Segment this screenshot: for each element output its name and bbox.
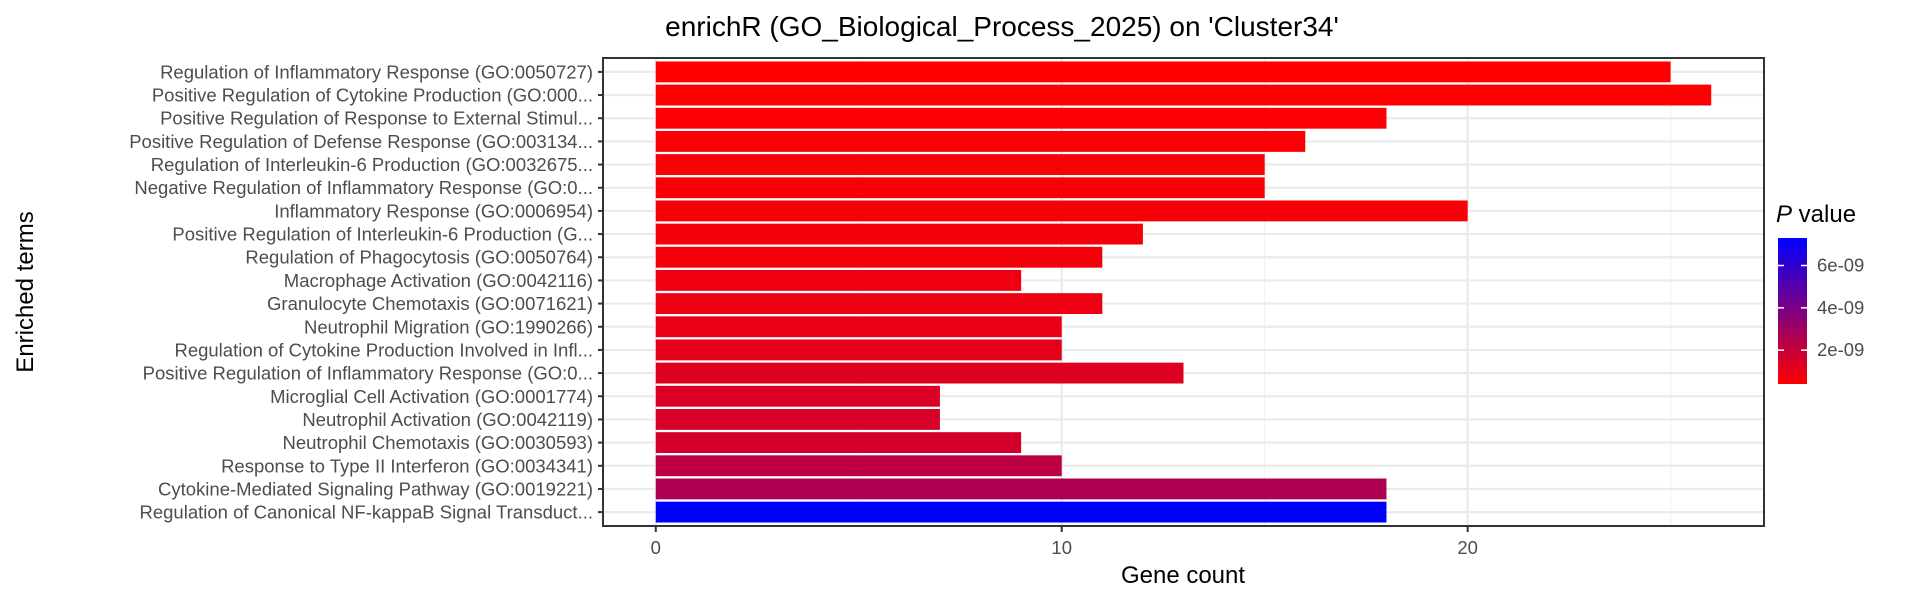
y-tick-label: Neutrophil Activation (GO:0042119) xyxy=(302,409,593,430)
bar xyxy=(655,478,1387,500)
y-tick-label: Inflammatory Response (GO:0006954) xyxy=(274,200,593,221)
legend-tick-label: 6e-09 xyxy=(1817,255,1864,276)
legend-title: P value xyxy=(1776,201,1856,228)
bar xyxy=(655,385,940,407)
x-ticks: 0 10 20 xyxy=(651,526,1478,558)
bar xyxy=(655,107,1387,129)
y-tick-label: Cytokine-Mediated Signaling Pathway (GO:… xyxy=(158,478,593,499)
y-tick-label: Regulation of Canonical NF-kappaB Signal… xyxy=(139,502,593,523)
bar xyxy=(655,501,1387,523)
bars xyxy=(655,61,1712,523)
bar xyxy=(655,362,1184,384)
y-tick-label: Microglial Cell Activation (GO:0001774) xyxy=(270,386,593,407)
y-tick-label: Regulation of Phagocytosis (GO:0050764) xyxy=(245,247,593,268)
y-tick-label: Negative Regulation of Inflammatory Resp… xyxy=(134,177,593,198)
y-tick-label: Regulation of Cytokine Production Involv… xyxy=(174,339,593,360)
legend-colorbar xyxy=(1778,238,1807,384)
y-tick-label: Neutrophil Chemotaxis (GO:0030593) xyxy=(282,432,593,453)
y-tick-label: Neutrophil Migration (GO:1990266) xyxy=(304,316,593,337)
y-tick-label: Positive Regulation of Cytokine Producti… xyxy=(152,85,593,106)
y-tick-label: Regulation of Interleukin-6 Production (… xyxy=(151,154,593,175)
bar xyxy=(655,316,1062,338)
legend-tick-label: 2e-09 xyxy=(1817,339,1864,360)
bar xyxy=(655,154,1265,175)
chart-title: enrichR (GO_Biological_Process_2025) on … xyxy=(665,11,1339,42)
x-tick-label: 20 xyxy=(1457,537,1478,558)
plot-border xyxy=(602,57,1765,527)
bar xyxy=(655,61,1671,83)
bar xyxy=(655,409,940,430)
x-axis-label: Gene count xyxy=(1121,562,1245,589)
bar xyxy=(655,130,1306,152)
x-tick-label: 10 xyxy=(1051,537,1072,558)
y-tick-label: Macrophage Activation (GO:0042116) xyxy=(284,270,593,291)
bar xyxy=(655,455,1062,477)
y-tick-label: Positive Regulation of Defense Response … xyxy=(129,131,593,152)
bar xyxy=(655,269,1022,291)
bar xyxy=(655,200,1468,222)
bar xyxy=(655,84,1712,106)
bar xyxy=(655,246,1103,268)
y-tick-label: Positive Regulation of Response to Exter… xyxy=(160,108,593,129)
legend-title-rest: value xyxy=(1792,201,1856,228)
legend-tick-label: 4e-09 xyxy=(1817,297,1864,318)
legend-ticks: 2e-09 4e-09 6e-09 xyxy=(1778,255,1864,360)
y-tick-label: Granulocyte Chemotaxis (GO:0071621) xyxy=(267,293,593,314)
y-tick-label: Response to Type II Interferon (GO:00343… xyxy=(221,455,593,476)
y-tick-label: Positive Regulation of Interleukin-6 Pro… xyxy=(172,224,593,245)
bar xyxy=(655,177,1265,199)
legend: P value 2e-09 4e-09 6e-09 xyxy=(1776,201,1864,384)
bar xyxy=(655,293,1103,315)
y-tick-label: Positive Regulation of Inflammatory Resp… xyxy=(143,363,593,384)
y-tick-labels: Regulation of Inflammatory Response (GO:… xyxy=(129,61,603,523)
legend-title-italic: P xyxy=(1776,201,1792,228)
bar xyxy=(655,339,1062,361)
bar xyxy=(655,223,1143,245)
bar xyxy=(655,432,1022,454)
y-axis-label: Enriched terms xyxy=(12,211,39,372)
x-tick-label: 0 xyxy=(651,537,661,558)
y-tick-label: Regulation of Inflammatory Response (GO:… xyxy=(160,61,593,82)
